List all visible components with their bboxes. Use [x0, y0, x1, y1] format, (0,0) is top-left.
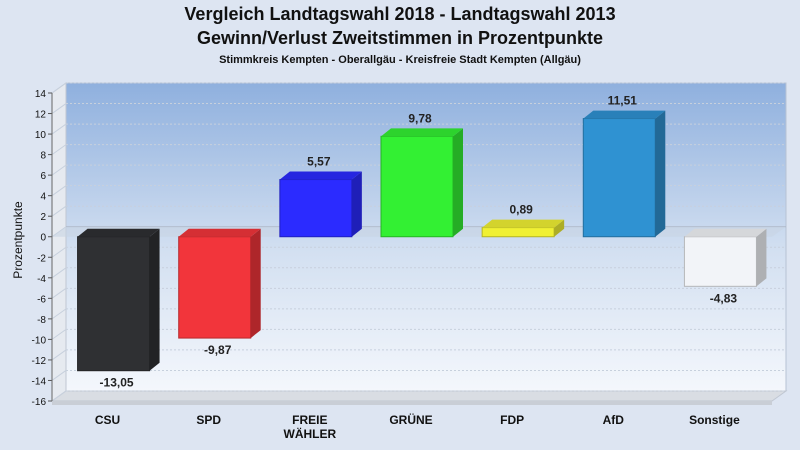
value-label: 0,89 — [509, 203, 533, 217]
bar-top — [178, 228, 261, 237]
gridline-side — [51, 308, 67, 320]
bar-top — [381, 128, 463, 137]
bar-side — [250, 228, 261, 339]
category-label: CSU — [95, 413, 120, 427]
gridline-side — [51, 103, 67, 114]
category-label-line: FDP — [500, 413, 524, 427]
plot-side-wall — [51, 82, 67, 402]
gridline-side — [51, 205, 67, 217]
value-label: -4,83 — [710, 291, 738, 305]
gridline-side — [51, 390, 67, 402]
gridline-side — [51, 328, 67, 340]
y-axis-label: Prozentpunkte — [11, 201, 25, 279]
value-label: -9,87 — [204, 343, 232, 357]
bar-front — [582, 118, 656, 238]
category-label-line: FREIE — [292, 413, 327, 427]
bar-front — [77, 236, 151, 372]
category-label: SPD — [196, 413, 221, 427]
chart-region-subtitle: Stimmkreis Kempten - Oberallgäu - Kreisf… — [219, 54, 581, 66]
gridline-side — [51, 82, 67, 94]
y-tick-label: 12 — [35, 110, 47, 121]
category-label: Sonstige — [689, 413, 740, 427]
y-tick-label: 6 — [40, 171, 46, 182]
y-tick-label: -16 — [32, 397, 47, 408]
bar-grüne — [380, 128, 463, 238]
value-label: 11,51 — [608, 94, 638, 108]
bar-top — [583, 110, 666, 119]
bar-top — [279, 171, 362, 180]
category-label-line: GRÜNE — [389, 412, 432, 427]
chart-title: Vergleich Landtagswahl 2018 - Landtagswa… — [184, 4, 616, 24]
bar-front — [683, 236, 757, 287]
y-tick-label: 14 — [35, 89, 47, 100]
bar-top — [684, 228, 767, 237]
value-label: 9,78 — [408, 111, 432, 125]
chart-subtitle: Gewinn/Verlust Zweitstimmen in Prozentpu… — [196, 28, 604, 48]
bar-front — [178, 236, 252, 339]
category-label: AfD — [603, 413, 625, 427]
bar-afd — [582, 110, 666, 238]
y-tick-label: 0 — [40, 233, 46, 244]
bar-front — [380, 135, 454, 238]
gridline-side — [51, 287, 67, 299]
plot-base — [52, 401, 772, 405]
gridline-side — [51, 370, 67, 381]
y-tick-label: 4 — [40, 192, 46, 203]
y-tick-label: 10 — [35, 130, 47, 141]
gridline-side — [51, 185, 67, 197]
category-label: FDP — [500, 413, 524, 427]
plot-floor — [50, 390, 788, 402]
gridline-side — [51, 267, 67, 279]
category-label-line: AfD — [603, 413, 625, 427]
bar-top — [482, 219, 565, 228]
bar-side — [756, 228, 767, 287]
value-label: 5,57 — [307, 155, 331, 169]
y-tick-label: -12 — [32, 356, 47, 367]
value-label: -13,05 — [100, 376, 134, 390]
gridline-side — [51, 144, 67, 156]
category-label-line: Sonstige — [689, 413, 740, 427]
bar-side — [655, 110, 666, 237]
category-label: GRÜNE — [389, 412, 432, 427]
category-label-line: WÄHLER — [284, 426, 337, 441]
bars — [77, 110, 767, 372]
gridline-side — [51, 164, 67, 176]
y-tick-label: -2 — [37, 253, 46, 264]
bar-freie-wähler — [279, 171, 362, 238]
y-tick-label: -10 — [32, 335, 47, 346]
bar-side — [554, 219, 565, 237]
bar-csu — [77, 228, 160, 372]
gridline-side — [51, 123, 67, 135]
gridline-side — [51, 246, 67, 258]
bar-front — [279, 179, 353, 238]
category-label: FREIE WÄHLER — [284, 413, 337, 441]
y-tick-label: -6 — [37, 294, 46, 305]
bar-side — [149, 228, 160, 371]
bar-sonstige — [683, 228, 767, 287]
bar-side — [453, 128, 463, 237]
category-label-line: CSU — [95, 413, 120, 427]
y-axis: 14 12 10 8 6 4 2 0 -2 -4 -6 -8 -10 -12 -14 -16 — [32, 89, 53, 408]
bar-top — [77, 228, 160, 237]
category-label-line: SPD — [196, 413, 221, 427]
y-tick-label: -4 — [37, 274, 46, 285]
bar-side — [351, 171, 362, 237]
category-labels: CSU SPD FREIE WÄHLER GRÜNE FDP AfD Sonstige — [95, 412, 740, 441]
bar-front — [481, 227, 555, 238]
bar-fdp — [481, 219, 565, 238]
bar-spd — [178, 228, 261, 339]
y-tick-label: -8 — [37, 315, 46, 326]
y-tick-label: 8 — [40, 151, 46, 162]
value-labels: -13,05 -9,87 5,57 9,78 0,89 11,51 -4,83 — [100, 94, 738, 390]
gridline-side — [51, 349, 67, 361]
y-tick-label: -14 — [32, 376, 47, 387]
y-tick-label: 2 — [40, 212, 46, 223]
